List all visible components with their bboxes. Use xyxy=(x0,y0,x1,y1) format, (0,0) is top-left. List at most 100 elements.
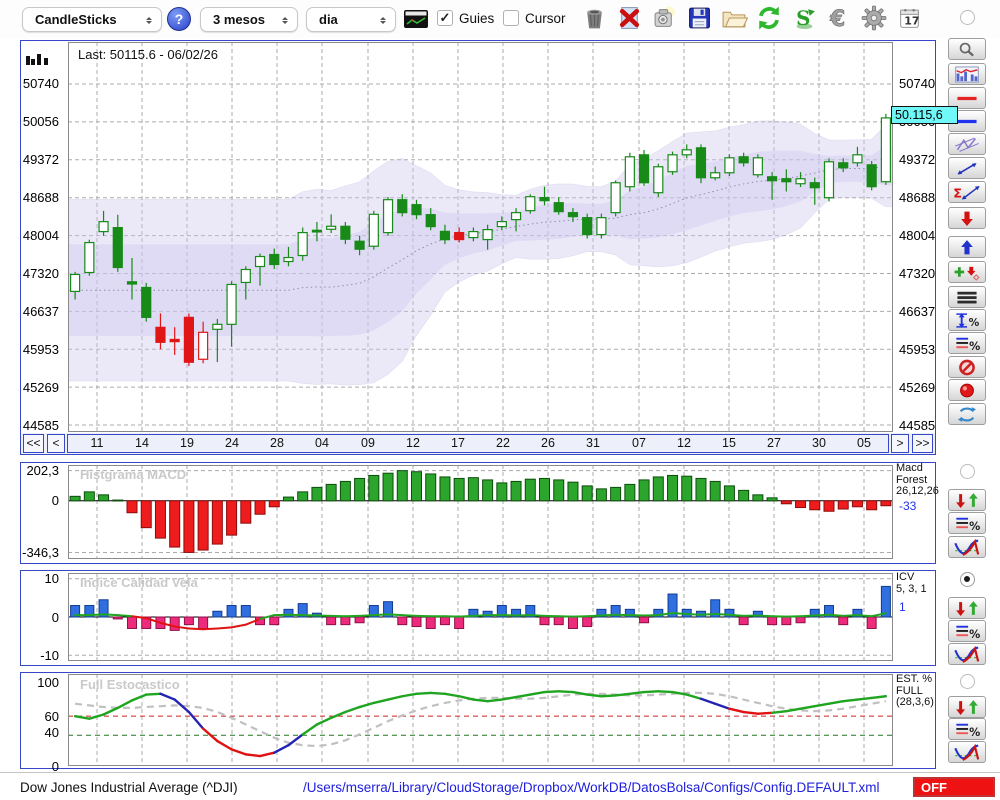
interval-select[interactable]: dia xyxy=(306,7,396,32)
delete-button[interactable] xyxy=(615,3,643,33)
date-label: 31 xyxy=(586,436,600,450)
macd-percent-button[interactable]: % xyxy=(948,512,986,534)
channel-button[interactable] xyxy=(948,133,986,155)
add-signal-button[interactable] xyxy=(948,261,986,283)
icv-bar xyxy=(866,616,877,629)
icv-bar xyxy=(582,616,593,628)
svg-text:S: S xyxy=(796,6,810,30)
macd-bar xyxy=(425,473,437,502)
measure-button[interactable]: % xyxy=(948,309,986,331)
candle xyxy=(567,212,579,218)
macd-bar xyxy=(723,485,735,502)
stoch-percent-button[interactable]: % xyxy=(948,718,986,740)
candle xyxy=(795,178,806,185)
macd-bar xyxy=(396,470,408,502)
guies-checkbox[interactable]: ✓ xyxy=(437,10,453,26)
icv-bar xyxy=(127,616,138,629)
record-icon xyxy=(953,382,981,399)
trend-line-button[interactable] xyxy=(948,157,986,179)
period-select[interactable]: 3 mesos xyxy=(200,7,298,32)
config-path-link[interactable]: /Users/mserra/Library/CloudStorage/Dropb… xyxy=(303,780,880,795)
macd-bar xyxy=(126,500,138,514)
icv-panel-radio[interactable] xyxy=(960,572,975,587)
icv-bar xyxy=(397,616,408,626)
macd-bar xyxy=(681,475,693,502)
reload-button[interactable] xyxy=(948,403,986,425)
calendar-icon: 17 xyxy=(897,5,922,31)
calendar-button[interactable]: 17 xyxy=(895,3,923,33)
refresh-button[interactable] xyxy=(755,3,783,33)
icv-bar xyxy=(283,608,294,618)
scroll-prev-button[interactable]: < xyxy=(47,434,65,453)
candle xyxy=(596,217,607,236)
record-button[interactable] xyxy=(948,379,986,401)
y-tick-label: 45953 xyxy=(899,341,936,357)
stoch-signals-button[interactable] xyxy=(948,696,986,718)
cursor-checkbox[interactable] xyxy=(503,10,519,26)
candle xyxy=(582,217,593,236)
scroll-first-button[interactable]: << xyxy=(23,434,44,453)
macd-bar xyxy=(467,477,479,502)
stoch-plot[interactable] xyxy=(68,674,893,766)
cursor-checkbox-group[interactable]: Cursor xyxy=(503,10,566,26)
candle xyxy=(752,157,763,176)
red-line-button[interactable] xyxy=(948,87,986,109)
euro-button[interactable]: € xyxy=(825,3,853,33)
price-plot[interactable] xyxy=(68,42,893,432)
candle xyxy=(496,221,507,228)
icv-signals-button[interactable] xyxy=(948,597,986,619)
stoch-panel-radio[interactable] xyxy=(960,674,975,689)
icv-bar xyxy=(383,601,394,618)
y-tick-label: 60 xyxy=(44,708,59,724)
candle xyxy=(695,147,707,179)
zoom-button[interactable] xyxy=(948,38,986,60)
icv-plot[interactable] xyxy=(68,573,893,661)
scroll-next-button[interactable]: > xyxy=(891,434,909,453)
percent-lines-button[interactable]: % xyxy=(948,332,986,354)
guies-checkbox-group[interactable]: ✓ Guies xyxy=(437,10,494,26)
icv-curve-button[interactable] xyxy=(948,643,986,665)
stoch-curve-button[interactable] xyxy=(948,741,986,763)
sync-button[interactable]: S xyxy=(790,3,818,33)
icv-percent-button[interactable]: % xyxy=(948,620,986,642)
svg-text:Σ: Σ xyxy=(953,186,962,201)
chevron-updown-icon xyxy=(281,13,290,28)
macd-info: Macd Forest 26,12,26 xyxy=(896,462,939,498)
macd-bar xyxy=(823,500,835,512)
macd-bar xyxy=(595,488,607,502)
save-button[interactable] xyxy=(685,3,713,33)
macd-bar xyxy=(837,500,849,510)
regression-button[interactable]: Σ xyxy=(948,181,986,203)
macd-y-axis: 202,3 0 -346,3 xyxy=(22,463,64,560)
svg-text:%: % xyxy=(969,519,980,531)
candle xyxy=(70,273,81,293)
macd-bar xyxy=(453,477,465,502)
macd-signals-button[interactable] xyxy=(948,489,986,511)
chart-config-button[interactable] xyxy=(402,4,430,34)
candle xyxy=(738,156,749,164)
macd-bar xyxy=(510,480,522,502)
macd-info-line: Macd xyxy=(896,462,923,474)
macd-curve-button[interactable] xyxy=(948,536,986,558)
chart-type-select[interactable]: CandleSticks xyxy=(22,7,162,32)
macd-panel-radio[interactable] xyxy=(960,464,975,479)
sell-arrow-button[interactable] xyxy=(948,207,986,229)
levels-button[interactable] xyxy=(948,286,986,308)
macd-bar xyxy=(638,479,650,502)
icv-bar xyxy=(752,610,763,618)
price-panel-radio[interactable] xyxy=(960,10,975,25)
trash-button[interactable] xyxy=(580,3,608,33)
macd-plot[interactable] xyxy=(68,465,893,559)
disable-button[interactable] xyxy=(948,356,986,378)
snapshot-button[interactable] xyxy=(650,3,678,33)
indicators-button[interactable] xyxy=(948,63,986,85)
help-button[interactable]: ? xyxy=(167,7,191,31)
macd-bar xyxy=(382,472,394,502)
histogram-style-icon[interactable] xyxy=(25,51,51,72)
buy-arrow-button[interactable] xyxy=(948,236,986,258)
open-button[interactable] xyxy=(720,3,748,33)
icv-title: Indice Calidad Vela xyxy=(80,575,198,590)
scroll-last-button[interactable]: >> xyxy=(912,434,933,453)
off-button[interactable]: OFF xyxy=(913,777,995,797)
settings-button[interactable] xyxy=(860,3,888,33)
